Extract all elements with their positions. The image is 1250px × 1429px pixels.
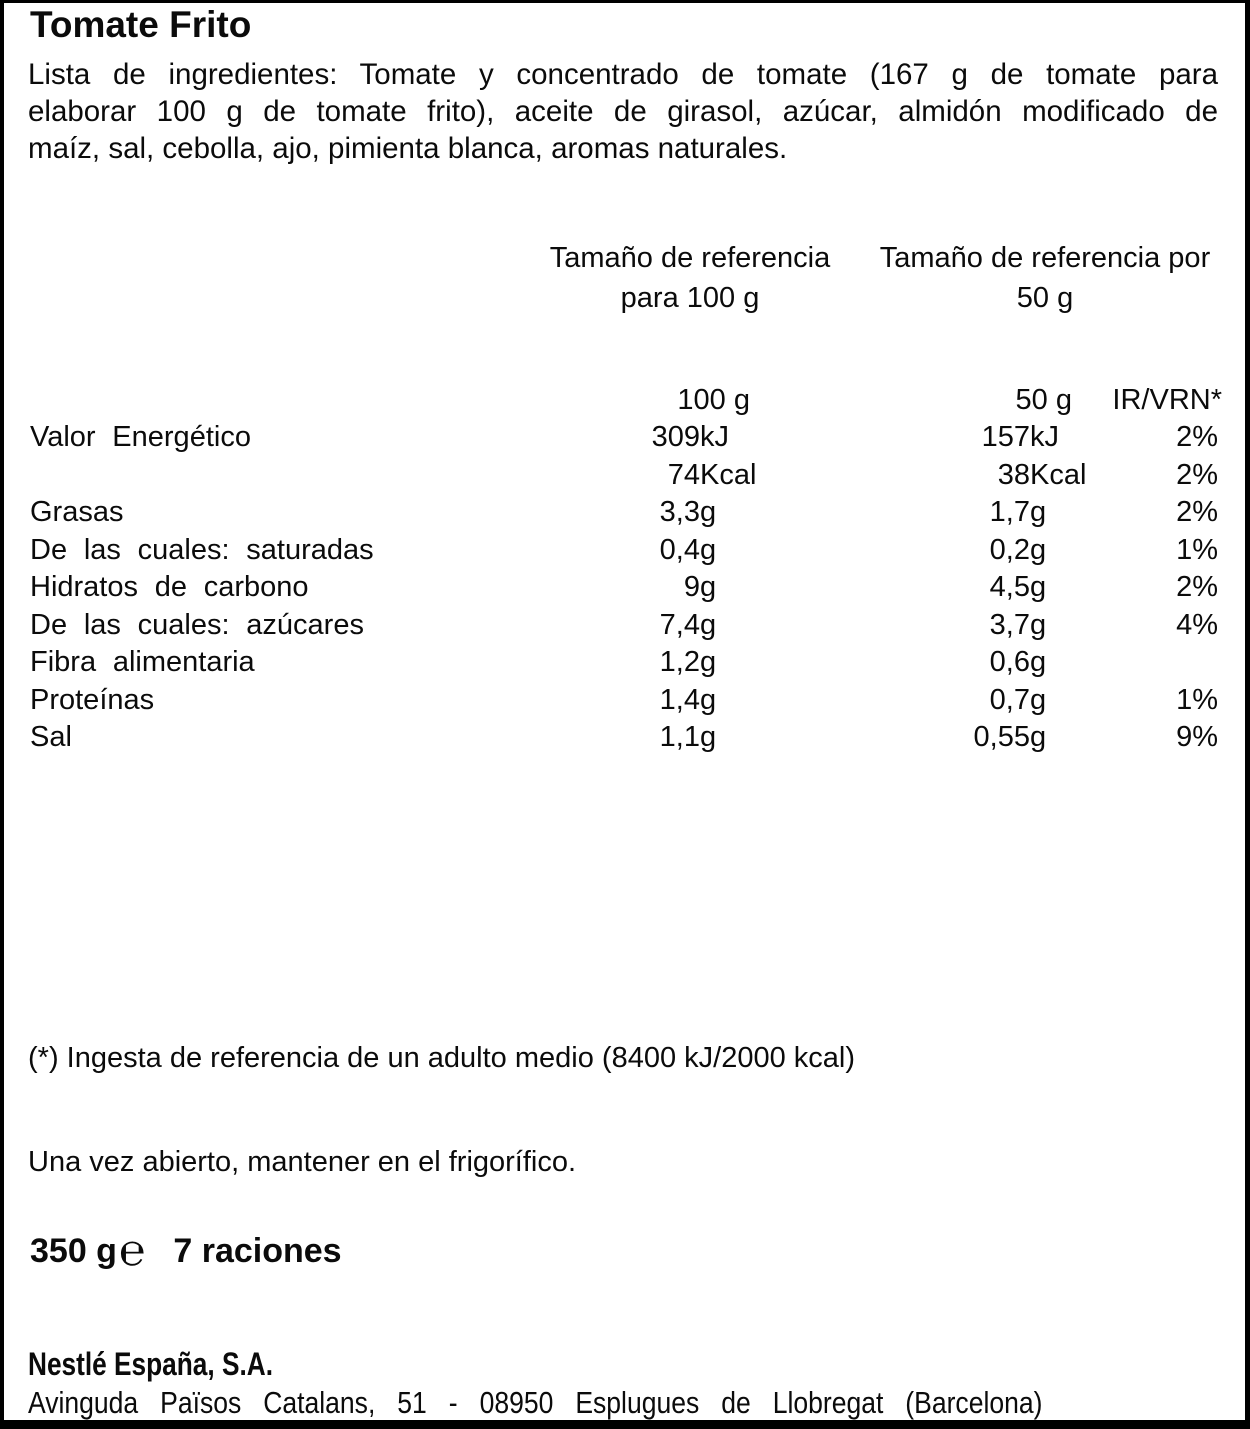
nutrient-label: Hidratos de carbono xyxy=(30,571,309,603)
nutrient-label: De las cuales: saturadas xyxy=(30,533,374,566)
ingredients-line: Lista de ingredientes: Tomate y concentr… xyxy=(28,58,1218,91)
value-100g: 1,1 g xyxy=(659,721,717,753)
value-100g: 74 Kcal xyxy=(667,458,757,491)
column-header-100g: 100 g xyxy=(677,384,750,416)
value-50g: 38 Kcal xyxy=(997,458,1087,491)
serving-header-line: para 100 g xyxy=(620,282,760,314)
value-100g: 7,4 g xyxy=(659,608,717,641)
value-50g: 3,7 g xyxy=(989,608,1047,641)
serving-header-50g: Tamaño de referencia por 50 g xyxy=(860,238,1230,318)
nutrition-table: Valor Energético 309 kJ 157 kJ 2% 74 Kcal 3… xyxy=(0,421,1250,759)
manufacturer-address: Avinguda Països Catalans, 51 - 08950 Esp… xyxy=(28,1386,1043,1420)
value-irvrn: 2% xyxy=(1176,458,1218,491)
value-irvrn: 1% xyxy=(1176,533,1218,566)
net-weight-line: 350 g℮ 7 raciones xyxy=(30,1226,342,1276)
value-irvrn: 1% xyxy=(1176,683,1218,716)
serving-header-100g: Tamaño de referencia para 100 g xyxy=(455,238,925,318)
servings-count: 7 raciones xyxy=(173,1232,342,1270)
value-100g: 1,4 g xyxy=(659,683,717,716)
nutrient-row: De las cuales: saturadas 0,4 g 0,2 g 1% xyxy=(0,534,1250,572)
value-50g: 1,7 g xyxy=(989,496,1047,528)
value-50g: 0,6 g xyxy=(989,646,1047,678)
product-title: Tomate Frito xyxy=(30,4,252,45)
value-100g: 3,3 g xyxy=(659,496,717,528)
ingredients-line: elaborar 100 g de tomate frito), aceite … xyxy=(28,95,1218,128)
value-100g: 1,2 g xyxy=(659,646,717,678)
net-weight-amount: 350 g xyxy=(30,1232,117,1270)
serving-header-line: Tamaño de referencia por xyxy=(879,242,1211,274)
serving-header-line: Tamaño de referencia xyxy=(549,242,831,274)
table-column-headers: 100 g 50 g IR/VRN* xyxy=(0,384,1250,421)
ingredients-paragraph: Lista de ingredientes: Tomate y concentr… xyxy=(28,56,1218,167)
column-header-50g: 50 g xyxy=(1015,384,1072,416)
value-100g: 0,4 g xyxy=(659,533,717,566)
nutrient-row: Sal 1,1 g 0,55 g 9% xyxy=(0,721,1250,759)
nutrient-label: De las cuales: azúcares xyxy=(30,608,364,641)
nutrient-label: Fibra alimentaria xyxy=(30,646,255,678)
value-irvrn: 2% xyxy=(1176,496,1218,528)
value-irvrn: 4% xyxy=(1176,608,1218,641)
value-50g: 0,7 g xyxy=(989,683,1047,716)
value-100g: 309 kJ xyxy=(651,421,729,453)
value-irvrn: 2% xyxy=(1176,421,1218,453)
value-50g: 157 kJ xyxy=(981,421,1059,453)
value-50g: 4,5 g xyxy=(989,571,1047,603)
ingredients-line: maíz, sal, cebolla, ajo, pimienta blanca… xyxy=(28,132,788,165)
column-header-irvrn: IR/VRN* xyxy=(1112,384,1222,416)
estimated-sign: ℮ xyxy=(118,1226,146,1275)
nutrient-label: Sal xyxy=(30,721,72,753)
nutrient-label: Grasas xyxy=(30,496,124,528)
manufacturer-name: Nestlé España, S.A. xyxy=(28,1346,274,1382)
reference-intake-footnote: (*) Ingesta de referencia de un adulto m… xyxy=(28,1042,855,1074)
nutrient-label: Valor Energético xyxy=(30,421,251,453)
value-irvrn: 9% xyxy=(1176,721,1218,753)
serving-header-line: 50 g xyxy=(1016,282,1074,314)
value-50g: 0,2 g xyxy=(989,533,1047,566)
nutrient-row: De las cuales: azúcares 7,4 g 3,7 g 4% xyxy=(0,609,1250,647)
nutrient-label: Proteínas xyxy=(30,683,155,716)
nutrient-row: Proteínas 1,4 g 0,7 g 1% xyxy=(0,684,1250,722)
nutrient-row: Valor Energético 309 kJ 157 kJ 2% xyxy=(0,421,1250,459)
storage-instructions: Una vez abierto, mantener en el frigoríf… xyxy=(28,1146,577,1178)
value-irvrn: 2% xyxy=(1176,571,1218,603)
value-50g: 0,55 g xyxy=(973,721,1047,753)
nutrient-row: 74 Kcal 38 Kcal 2% xyxy=(0,459,1250,497)
nutrient-row: Fibra alimentaria 1,2 g 0,6 g xyxy=(0,646,1250,684)
nutrient-row: Grasas 3,3 g 1,7 g 2% xyxy=(0,496,1250,534)
